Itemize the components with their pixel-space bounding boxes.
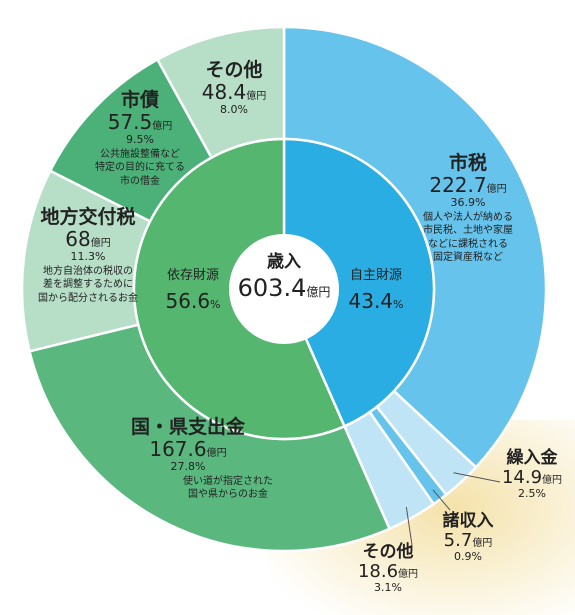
label-kuni-ken: 国・県支出金 167.6億円 27.8% 使い道が指定された 国や県からのお金 xyxy=(103,417,273,502)
label-unit: 億円 xyxy=(486,183,507,195)
label-unit: 億円 xyxy=(398,568,419,580)
leader-line-kurinyu xyxy=(453,472,501,483)
label-pct: 2.5% xyxy=(518,487,546,501)
label-unit: 億円 xyxy=(152,120,173,132)
label-pct: 0.9% xyxy=(454,550,482,564)
group-pct-unit-own: % xyxy=(393,298,404,311)
label-amount: 5.7 xyxy=(443,529,473,551)
leader-line-shoshunyu xyxy=(432,489,451,511)
label-pct: 3.1% xyxy=(374,581,402,595)
label-name: 諸収入 xyxy=(442,511,494,531)
label-pct: 11.3% xyxy=(70,249,106,263)
label-name: 市税 xyxy=(448,152,487,174)
center-total-value: 603.4 xyxy=(237,274,307,302)
label-amount: 18.6 xyxy=(357,560,399,582)
label-desc-line: 市民税、土地や家屋 xyxy=(423,225,513,237)
label-amount: 222.7 xyxy=(429,172,487,197)
center-total-unit: 億円 xyxy=(306,285,331,299)
leader-lines xyxy=(405,472,501,546)
outer-ring xyxy=(20,25,548,553)
label-pct: 8.0% xyxy=(220,102,248,116)
label-shoshunyu: 諸収入 5.7億円 0.9% xyxy=(443,512,494,564)
label-pct: 27.8% xyxy=(170,459,206,473)
label-unit: 億円 xyxy=(542,474,563,486)
label-desc-line: 使い道が指定された xyxy=(183,475,273,487)
group-label-own: 自主財源 43.4% xyxy=(349,264,404,313)
label-name: 地方交付税 xyxy=(40,206,136,228)
group-pct-unit-dependent: % xyxy=(210,298,221,311)
label-amount: 167.6 xyxy=(149,436,207,461)
label-amount: 68 xyxy=(65,226,91,251)
label-desc-line: 地方自治体の税収の xyxy=(43,265,133,277)
label-sonota-dependent: その他 48.4億円 8.0% xyxy=(202,60,267,116)
group-pct-dependent: 56.6 xyxy=(165,289,211,313)
label-desc-line: 国や県からのお金 xyxy=(188,489,268,501)
group-pct-own: 43.4 xyxy=(348,289,394,313)
label-unit: 億円 xyxy=(246,90,267,102)
label-desc-line: 固定資産税など xyxy=(433,252,503,264)
group-name-dependent: 依存財源 xyxy=(166,268,220,283)
center-title: 歳入 xyxy=(266,252,301,272)
inner-slice-own xyxy=(282,137,436,428)
label-shisai: 市債 57.5億円 9.5% 公共施設整備など 特定の目的に充てる 市の借金 xyxy=(95,90,185,188)
label-desc-line: 特定の目的に充てる xyxy=(95,162,185,174)
label-unit: 億円 xyxy=(472,537,493,549)
group-label-dependent: 依存財源 56.6% xyxy=(166,264,221,313)
label-name: その他 xyxy=(362,542,414,562)
label-amount: 57.5 xyxy=(107,109,153,134)
label-name: 繰入金 xyxy=(506,448,558,468)
label-name: その他 xyxy=(205,59,263,81)
label-name: 市債 xyxy=(120,89,159,111)
leader-line-sonota1 xyxy=(405,506,413,546)
label-chiho-kofuzei: 地方交付税 68億円 11.3% 地方自治体の税収の 差を調整するために 国から… xyxy=(38,207,138,305)
label-pct: 36.9% xyxy=(450,195,486,209)
label-desc-line: などに課税される xyxy=(428,238,508,250)
label-amount: 48.4 xyxy=(201,79,247,104)
label-shizei: 市税 222.7億円 36.9% 個人や法人が納める 市民税、土地や家屋 などに… xyxy=(423,153,513,265)
label-pct: 9.5% xyxy=(126,132,154,146)
label-unit: 億円 xyxy=(90,237,111,249)
center-hole xyxy=(229,234,339,344)
label-unit: 億円 xyxy=(206,447,227,459)
label-desc-line: 差を調整するために xyxy=(43,279,133,291)
label-desc-line: 個人や法人が納める xyxy=(423,211,513,223)
label-name: 国・県支出金 xyxy=(130,416,245,438)
label-desc-line: 公共施設整備など xyxy=(100,148,180,160)
label-kurinyu: 繰入金 14.9億円 2.5% xyxy=(502,449,562,501)
center-label: 歳入 603.4億円 xyxy=(238,247,331,302)
label-desc-line: 国から配分されるお金 xyxy=(38,292,138,304)
label-desc-line: 市の借金 xyxy=(120,175,160,187)
group-name-own: 自主財源 xyxy=(349,268,403,283)
label-amount: 14.9 xyxy=(501,466,543,488)
label-sonota-own: その他 18.6億円 3.1% xyxy=(358,543,418,595)
